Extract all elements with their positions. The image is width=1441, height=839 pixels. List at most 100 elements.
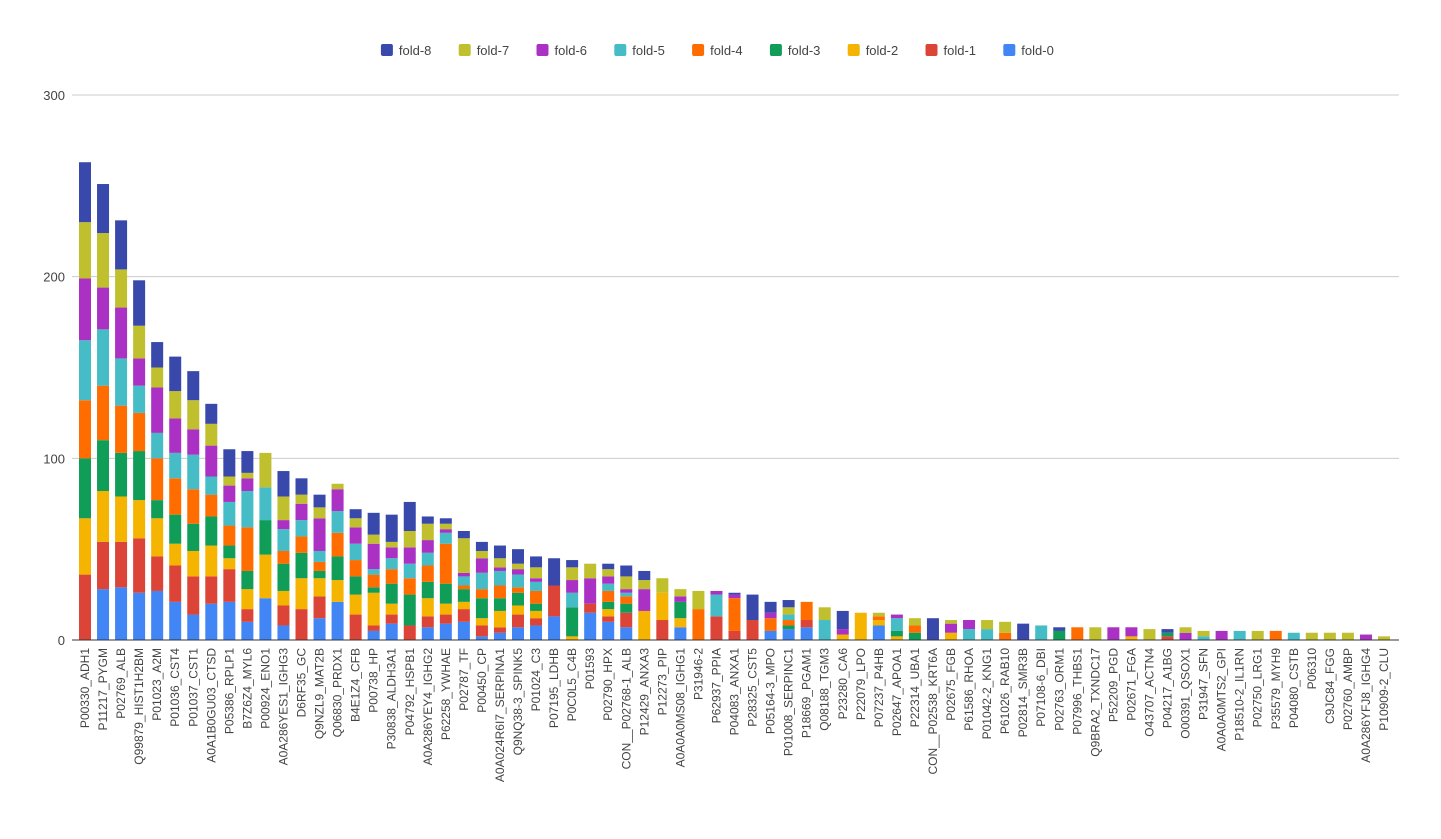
bar-segment-fold-3 xyxy=(908,632,921,640)
bar-segment-fold-4 xyxy=(241,527,254,571)
bar-segment-fold-6 xyxy=(566,580,579,593)
bar-segment-fold-7 xyxy=(656,578,669,593)
bar-segment-fold-7 xyxy=(945,620,957,624)
bar-segment-fold-6 xyxy=(710,590,723,595)
bar-segment-fold-6 xyxy=(187,429,200,455)
bar-segment-fold-1 xyxy=(295,609,308,640)
bar-segment-fold-6 xyxy=(945,623,957,633)
x-tick-label: CON__P02538_KRT6A xyxy=(926,648,940,775)
bar-segment-fold-3 xyxy=(97,440,110,492)
bar-segment-fold-6 xyxy=(1107,627,1120,640)
bar-segment-fold-8 xyxy=(349,509,362,519)
bar-segment-fold-8 xyxy=(746,594,759,621)
bar-segment-fold-4 xyxy=(692,609,705,640)
bar-segment-fold-0 xyxy=(277,625,290,640)
bar-segment-fold-1 xyxy=(367,625,380,631)
axes: 0 100 200 300 P00330_ADH1 P11217_PYGM P02769_A… xyxy=(43,88,1399,782)
bar-segment-fold-3 xyxy=(79,458,91,519)
bar-segment-fold-1 xyxy=(439,614,452,624)
bar-segment-fold-4 xyxy=(728,598,741,631)
x-tick-label: A0A286YFJ8_IGHG4 xyxy=(1359,648,1373,763)
x-tick-label: P01036_CST4 xyxy=(168,648,182,727)
bar-segment-fold-8 xyxy=(638,570,651,581)
bar-segment-fold-8 xyxy=(439,518,452,524)
bar-segment-fold-8 xyxy=(313,494,326,508)
bar-segment-fold-5 xyxy=(313,550,326,562)
bar-segment-fold-5 xyxy=(295,520,308,537)
x-tick-label: P04217_A1BG xyxy=(1161,648,1175,728)
bar-segment-fold-3 xyxy=(313,570,326,579)
bar-segment-fold-2 xyxy=(187,550,200,577)
bar-segment-fold-6 xyxy=(295,503,308,521)
bar-segment-fold-6 xyxy=(223,485,236,502)
bar-segment-fold-4 xyxy=(475,589,488,599)
bar-segment-fold-2 xyxy=(872,620,885,626)
bar-segment-fold-2 xyxy=(331,580,344,602)
x-tick-label: P62258_YWHAE xyxy=(439,648,453,740)
legend-label-fold-8: fold-8 xyxy=(399,43,432,58)
bar-segment-fold-6 xyxy=(620,589,633,593)
bar-segment-fold-6 xyxy=(133,358,146,386)
bar-segment-fold-2 xyxy=(367,592,380,626)
bar-segment-fold-2 xyxy=(385,603,398,615)
x-tick-label: O00391_QSOX1 xyxy=(1179,648,1193,739)
bar-segment-fold-8 xyxy=(548,558,561,586)
x-tick-label: P18510-2_IL1RN xyxy=(1233,648,1247,741)
bar-segment-fold-7 xyxy=(1143,629,1156,640)
bar-segment-fold-1 xyxy=(656,620,669,640)
bar-segment-fold-5 xyxy=(349,543,362,561)
bar-segment-fold-7 xyxy=(818,607,831,621)
bar-segment-fold-6 xyxy=(493,567,506,571)
bar-segment-fold-6 xyxy=(115,307,128,359)
bar-segment-fold-3 xyxy=(223,545,236,559)
bar-segment-fold-2 xyxy=(79,518,91,575)
bar-segment-fold-0 xyxy=(205,603,218,640)
bar-segment-fold-0 xyxy=(872,625,885,640)
x-tick-label: P61026_RAB10 xyxy=(998,648,1012,734)
bar-segment-fold-3 xyxy=(602,601,615,610)
bar-segment-fold-4 xyxy=(79,400,91,459)
bar-segment-fold-4 xyxy=(512,587,524,593)
legend-label-fold-1: fold-1 xyxy=(944,43,977,58)
bar-segment-fold-4 xyxy=(1071,627,1084,640)
bar-segment-fold-1 xyxy=(385,614,398,624)
legend: fold-8 fold-7 fold-6 fold-5 fold-4 fold-3 fold… xyxy=(380,43,1054,58)
bar-segment-fold-0 xyxy=(115,587,128,640)
bar-segment-fold-7 xyxy=(512,563,524,570)
bar-segment-fold-3 xyxy=(475,598,488,619)
bar-segment-fold-0 xyxy=(782,629,795,640)
bar-segment-fold-7 xyxy=(223,476,236,486)
bar-segment-fold-7 xyxy=(692,590,705,610)
bar-segment-fold-3 xyxy=(439,583,452,604)
bar-segment-fold-8 xyxy=(205,403,218,424)
bar-segment-fold-4 xyxy=(493,585,506,599)
x-tick-label: A0A1B0GU03_CTSD xyxy=(204,648,218,763)
bar-segment-fold-1 xyxy=(457,609,470,622)
bar-segment-fold-8 xyxy=(133,280,146,326)
bar-segment-fold-5 xyxy=(421,552,434,566)
x-tick-label: P62937_PPIA xyxy=(709,648,723,723)
bar-segment-fold-1 xyxy=(79,574,91,640)
bar-segment-fold-5 xyxy=(169,452,182,479)
bar-segment-fold-3 xyxy=(530,603,543,611)
bar-segment-fold-5 xyxy=(493,570,506,586)
bar-segment-fold-4 xyxy=(999,632,1012,640)
bar-segment-fold-4 xyxy=(385,569,398,584)
bar-segment-fold-5 xyxy=(530,581,543,591)
x-tick-label: P07237_P4HB xyxy=(872,648,886,727)
bar-segment-fold-7 xyxy=(241,472,254,479)
bar-segment-fold-7 xyxy=(1323,632,1336,640)
x-tick-label: P04083_ANXA1 xyxy=(728,648,742,736)
bar-segment-fold-4 xyxy=(277,550,290,564)
x-tick-label: P31946-2 xyxy=(691,648,705,700)
bar-segment-fold-3 xyxy=(115,452,128,497)
legend-label-fold-5: fold-5 xyxy=(632,43,665,58)
bar-segment-fold-8 xyxy=(566,560,579,568)
bar-segment-fold-4 xyxy=(97,385,110,441)
bar-segment-fold-7 xyxy=(566,567,579,581)
bar-segment-fold-6 xyxy=(439,529,452,533)
bar-segment-fold-1 xyxy=(548,585,561,617)
x-tick-label: P18669_PGAM1 xyxy=(800,648,814,738)
bar-segment-fold-6 xyxy=(638,589,651,611)
